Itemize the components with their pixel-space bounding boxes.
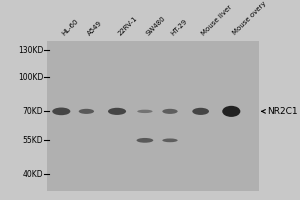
Ellipse shape [162, 138, 178, 142]
Ellipse shape [79, 109, 94, 114]
Ellipse shape [162, 109, 178, 114]
Text: HT-29: HT-29 [170, 18, 189, 36]
Text: 40KD: 40KD [22, 170, 43, 179]
Text: A549: A549 [86, 19, 103, 36]
Text: SW480: SW480 [145, 15, 167, 36]
Text: 70KD: 70KD [22, 107, 43, 116]
FancyBboxPatch shape [47, 41, 259, 191]
Ellipse shape [192, 108, 209, 115]
Text: 130KD: 130KD [18, 46, 43, 55]
Ellipse shape [108, 108, 126, 115]
Text: 100KD: 100KD [18, 73, 43, 82]
Ellipse shape [222, 106, 240, 117]
Text: 22RV-1: 22RV-1 [117, 15, 139, 36]
Text: NR2C1: NR2C1 [262, 107, 298, 116]
Ellipse shape [52, 108, 70, 115]
Text: 55KD: 55KD [22, 136, 43, 145]
Text: Mouse overy: Mouse overy [231, 1, 267, 36]
Ellipse shape [136, 138, 153, 143]
Text: Mouse liver: Mouse liver [201, 4, 233, 36]
Ellipse shape [137, 110, 153, 113]
Text: HL-60: HL-60 [61, 18, 80, 36]
